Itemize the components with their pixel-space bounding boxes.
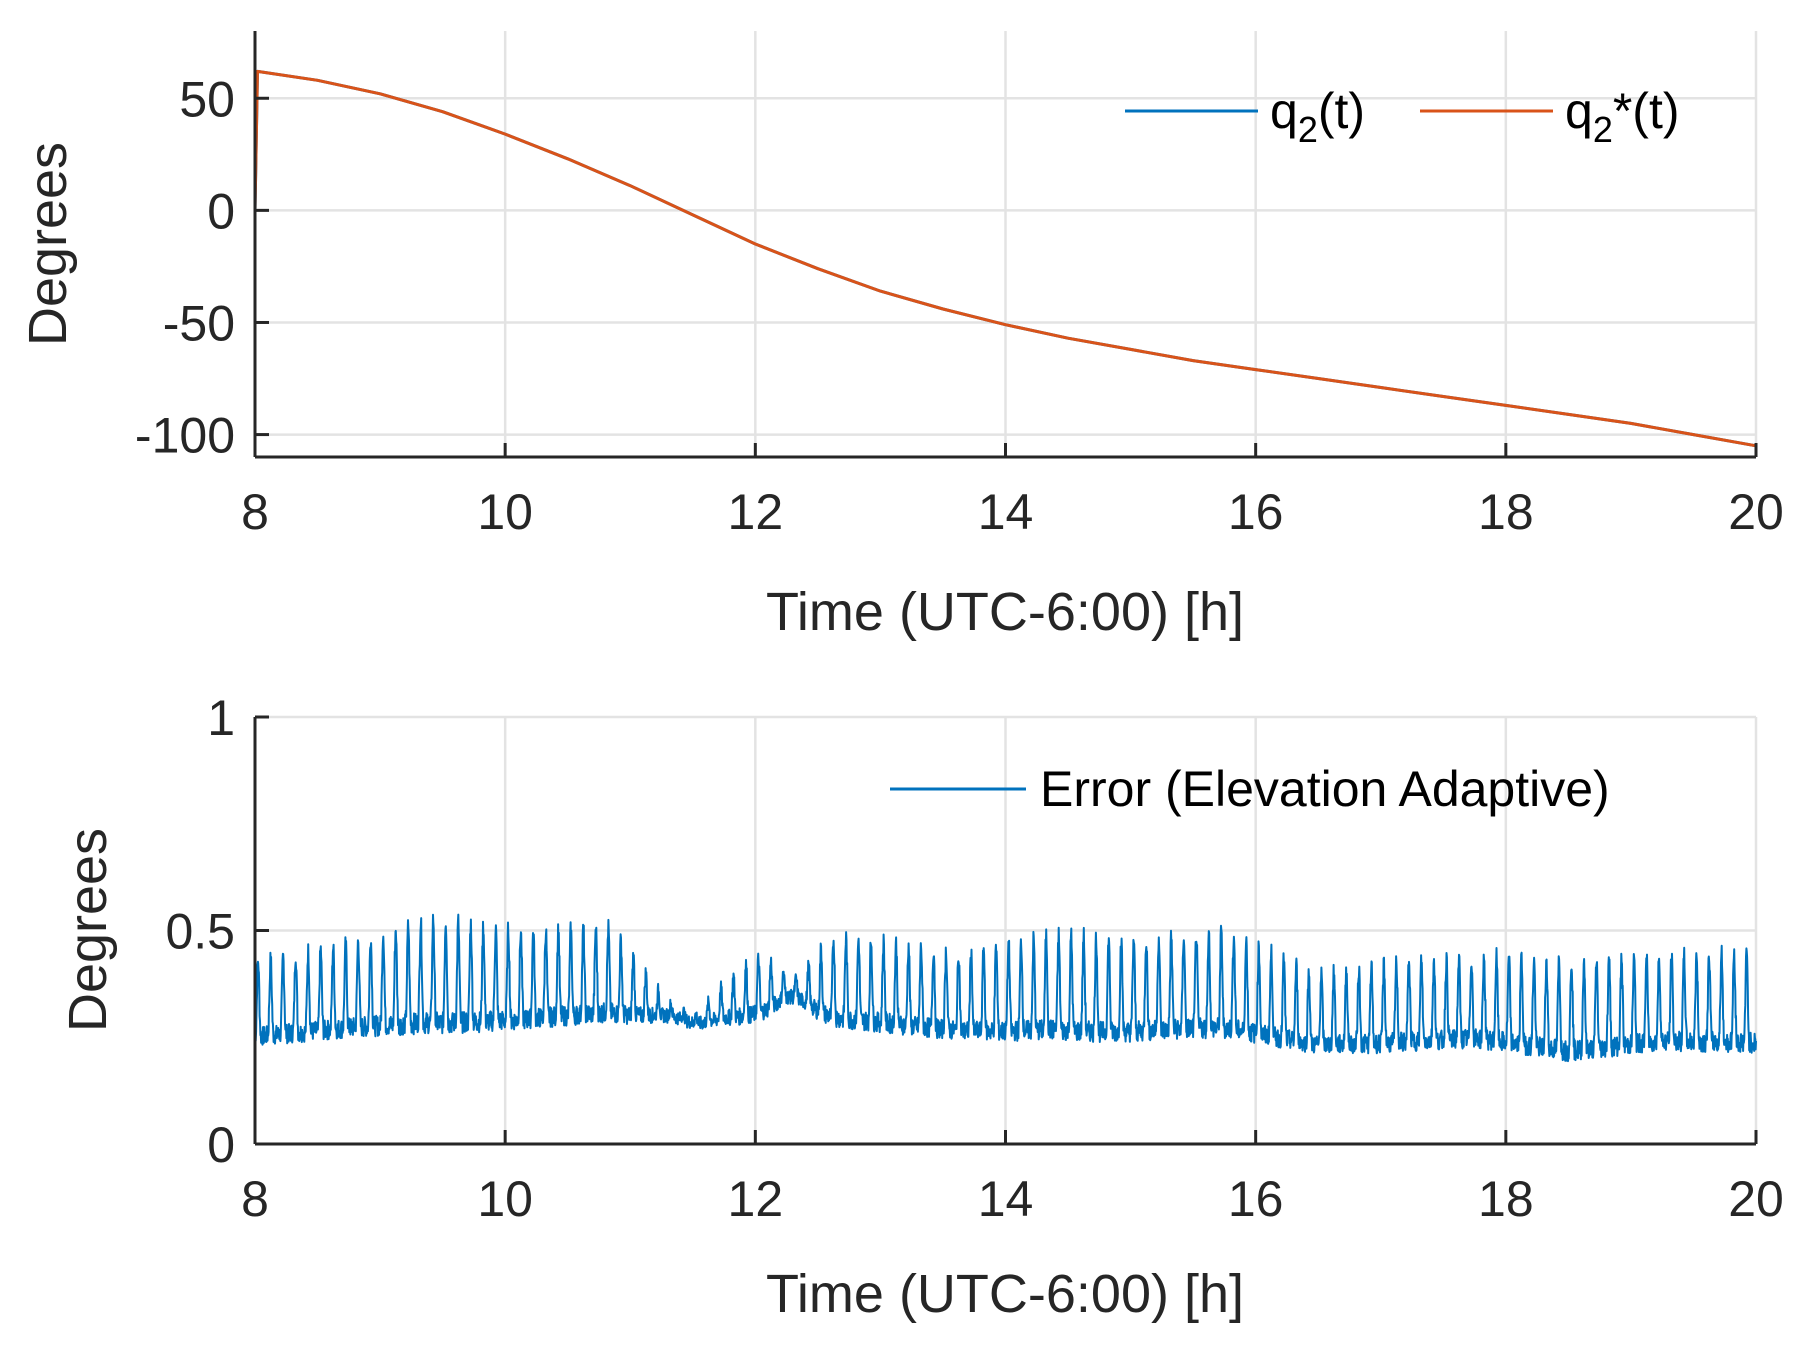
- bottom-y-tick-label: 0: [207, 1117, 235, 1173]
- top-y-tick-label: 0: [207, 183, 235, 239]
- top-x-tick-label: 16: [1228, 484, 1284, 540]
- top-x-tick-label: 14: [978, 484, 1034, 540]
- top-x-tick-label: 20: [1728, 484, 1784, 540]
- legend-q2-sub: 2: [1298, 109, 1318, 150]
- legend-label-q2: q2(t): [1270, 83, 1365, 150]
- bottom-x-tick-label: 8: [241, 1171, 269, 1227]
- top-x-tick-label: 8: [241, 484, 269, 540]
- legend-q2s-sub: 2: [1593, 109, 1613, 150]
- top-ticks: 8 10 12 14 16 18 20 50 0 -50 -100: [135, 71, 1784, 540]
- legend-q2s-base: q: [1565, 83, 1593, 139]
- bottom-ticks: 8 10 12 14 16 18 20 1 0.5 0: [165, 690, 1783, 1227]
- legend-label-error: Error (Elevation Adaptive): [1040, 761, 1610, 817]
- legend-q2-suffix: (t): [1318, 83, 1365, 139]
- bottom-legend: Error (Elevation Adaptive): [890, 761, 1610, 817]
- top-x-axis-label: Time (UTC-6:00) [h]: [766, 582, 1244, 642]
- legend-label-q2-star: q2*(t): [1565, 83, 1680, 150]
- bottom-y-axis-label: Degrees: [58, 828, 118, 1032]
- bottom-x-axis-label: Time (UTC-6:00) [h]: [766, 1264, 1244, 1324]
- top-y-tick-label: 50: [179, 71, 235, 127]
- bottom-series-group: [254, 913, 1757, 1144]
- top-x-tick-label: 18: [1478, 484, 1534, 540]
- bottom-y-tick-label: 0.5: [165, 904, 235, 960]
- bottom-chart: 8 10 12 14 16 18 20 1 0.5 0 Time (UTC-6:00) [h] D…: [58, 690, 1784, 1324]
- bottom-y-tick-label: 1: [207, 690, 235, 746]
- bottom-x-tick-label: 16: [1228, 1171, 1284, 1227]
- top-y-tick-label: -100: [135, 408, 235, 464]
- top-series-group: [253, 69, 1757, 448]
- top-y-tick-label: -50: [163, 295, 235, 351]
- top-x-tick-label: 12: [728, 484, 784, 540]
- bottom-x-tick-label: 10: [477, 1171, 533, 1227]
- top-legend: q2(t) q2*(t): [1125, 83, 1680, 150]
- bottom-x-tick-label: 12: [728, 1171, 784, 1227]
- bottom-x-tick-label: 14: [978, 1171, 1034, 1227]
- top-y-axis-label: Degrees: [18, 142, 78, 346]
- bottom-x-tick-label: 18: [1478, 1171, 1534, 1227]
- legend-q2-base: q: [1270, 83, 1298, 139]
- bottom-x-tick-label: 20: [1728, 1171, 1784, 1227]
- top-x-tick-label: 10: [477, 484, 533, 540]
- top-chart: 8 10 12 14 16 18 20 50 0 -50 -100 Time (UTC-6:00) …: [18, 31, 1784, 642]
- series-line-q2-star: [253, 69, 1757, 448]
- legend-q2s-suffix: *(t): [1613, 83, 1680, 139]
- series-line-error: [254, 913, 1757, 1144]
